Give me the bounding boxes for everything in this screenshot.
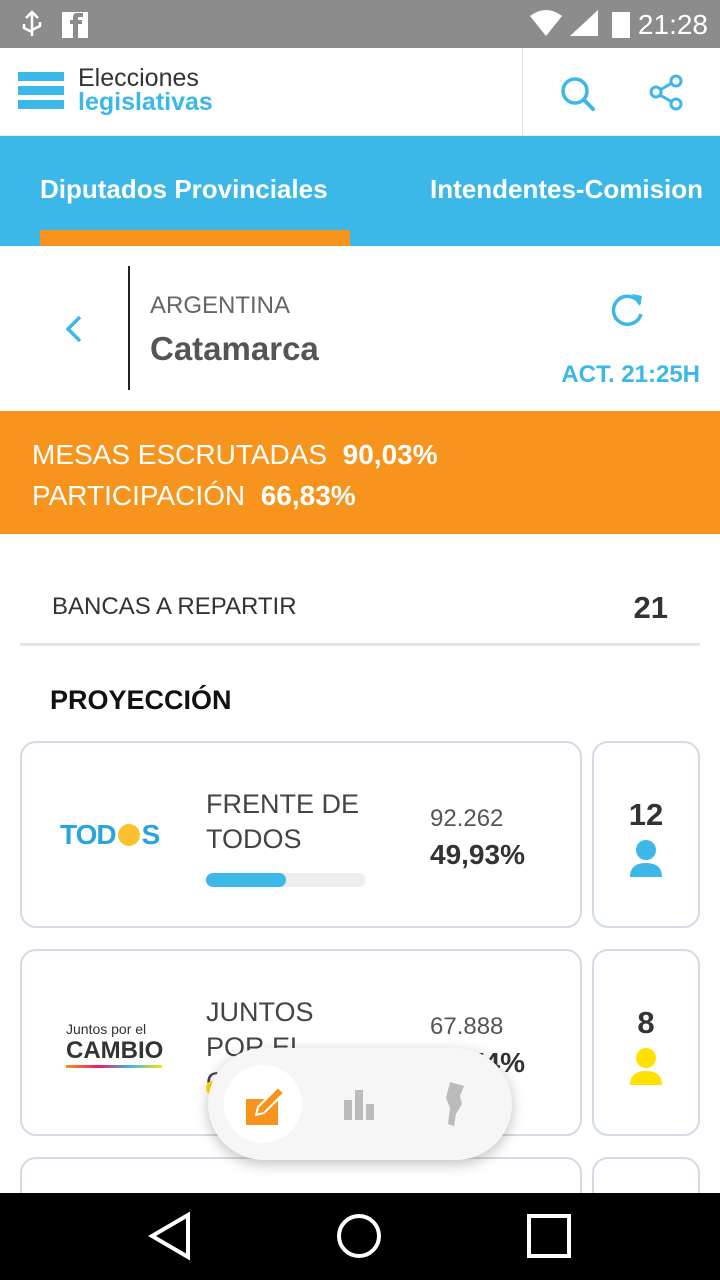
seat-card: 8 bbox=[592, 949, 700, 1136]
home-nav[interactable] bbox=[337, 1214, 381, 1258]
percentage: 49,93% bbox=[430, 839, 525, 870]
progress-track bbox=[206, 873, 366, 887]
stat: MESAS ESCRUTADAS 90,03% bbox=[32, 439, 438, 471]
status-indicators bbox=[530, 10, 630, 38]
tab[interactable]: Intendentes-Comision bbox=[430, 174, 704, 204]
search-button[interactable] bbox=[558, 74, 598, 114]
seats-label: BANCAS A REPARTIR bbox=[52, 593, 297, 620]
votes: 92.262 bbox=[430, 805, 504, 832]
logo-text: Juntos por el bbox=[66, 1021, 147, 1037]
vote-icon bbox=[246, 1085, 286, 1125]
logo-title: Elecciones bbox=[78, 64, 199, 92]
progress-bar bbox=[206, 873, 286, 887]
stat-label: PARTICIPACIÓN bbox=[32, 480, 246, 511]
province: Catamarca bbox=[150, 330, 319, 367]
clock: 21:28 bbox=[637, 9, 708, 40]
refresh-button[interactable] bbox=[608, 290, 648, 330]
status-icons bbox=[22, 10, 88, 38]
stat: PARTICIPACIÓN 66,83% bbox=[32, 480, 356, 512]
divider bbox=[128, 266, 130, 390]
person bbox=[630, 1048, 662, 1085]
logo-text: CAMBIO bbox=[66, 1037, 164, 1064]
app-header: Elecciones legislativas bbox=[0, 48, 720, 136]
separator bbox=[20, 643, 700, 646]
stat-value: 90,03% bbox=[342, 439, 438, 470]
back-nav[interactable] bbox=[148, 1211, 190, 1261]
seats-value: 21 bbox=[633, 590, 668, 625]
seat-count: 12 bbox=[628, 797, 664, 832]
map-icon[interactable] bbox=[436, 1080, 476, 1128]
person-icon bbox=[628, 839, 664, 879]
person bbox=[630, 840, 662, 877]
update-time: ACT. 21:25H bbox=[561, 361, 700, 388]
logo-text: TOD bbox=[60, 819, 117, 850]
party-card[interactable]: TOD S FRENTE DE TODOS 92.262 49,93% bbox=[20, 741, 582, 928]
person-icon bbox=[628, 1047, 664, 1087]
results-icon[interactable] bbox=[340, 1086, 380, 1122]
logo-subtitle: legislativas bbox=[78, 88, 213, 116]
logo-underline bbox=[66, 1065, 162, 1068]
stats-banner: MESAS ESCRUTADAS 90,03% PARTICIPACIÓN 66… bbox=[0, 411, 720, 534]
nav-buttons bbox=[148, 1211, 571, 1261]
party-name: FRENTE DE TODOS bbox=[206, 789, 360, 854]
party-logo: TOD S bbox=[60, 819, 161, 851]
back-button[interactable] bbox=[62, 314, 86, 346]
logo-stripes bbox=[18, 72, 64, 109]
seat-count: 8 bbox=[637, 1005, 655, 1040]
logo-sun bbox=[117, 824, 140, 846]
seat-card: 12 bbox=[592, 741, 700, 928]
floating-menu bbox=[208, 1048, 512, 1160]
tab-bar: Diputados Provinciales Intendentes-Comis… bbox=[0, 136, 720, 246]
country: ARGENTINA bbox=[150, 292, 291, 319]
logo-text: S bbox=[141, 819, 161, 850]
nav-bar bbox=[0, 1193, 720, 1280]
stat-value: 66,83% bbox=[260, 480, 356, 511]
recents-nav[interactable] bbox=[527, 1214, 571, 1258]
votes: 67.888 bbox=[430, 1013, 504, 1040]
tab[interactable]: Diputados Provinciales bbox=[40, 174, 328, 204]
section-title: PROYECCIÓN bbox=[50, 685, 232, 715]
status-bar: 21:28 bbox=[0, 0, 720, 48]
divider bbox=[522, 48, 523, 136]
menu-item-active[interactable] bbox=[224, 1065, 302, 1143]
stat-label: MESAS ESCRUTADAS bbox=[32, 439, 328, 470]
tab-indicator bbox=[40, 230, 350, 246]
share-button[interactable] bbox=[648, 74, 688, 114]
